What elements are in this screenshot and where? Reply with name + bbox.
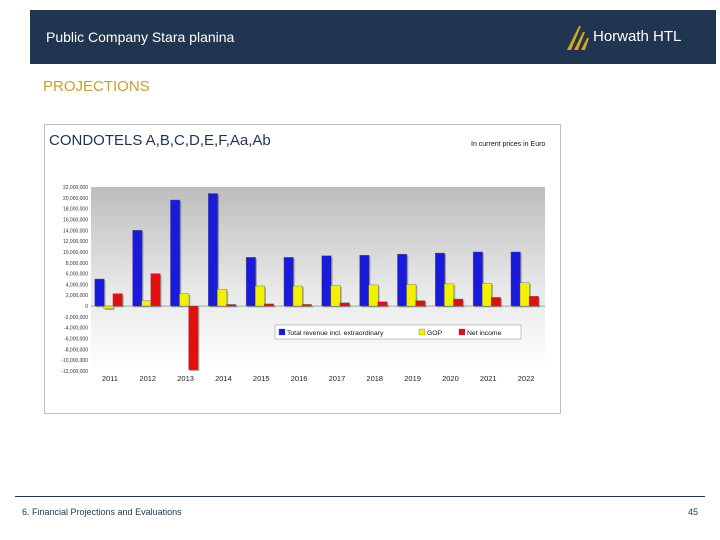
page-number: 45 <box>687 507 698 517</box>
y-tick-label: 6,000,000 <box>66 272 88 278</box>
bar <box>377 301 388 307</box>
bar <box>264 303 274 307</box>
bar <box>188 305 199 371</box>
bar <box>217 289 228 307</box>
x-tick-label: 2013 <box>177 374 194 383</box>
y-tick-label: -6,000,000 <box>64 337 88 343</box>
y-tick-label: -8,000,000 <box>64 347 88 353</box>
bar <box>472 251 483 307</box>
y-tick-label: 12,000,000 <box>63 239 88 245</box>
bar <box>453 298 464 307</box>
chart-subtitle: In current prices in Euro <box>471 141 545 148</box>
logo-mark-icon <box>567 26 589 50</box>
bar <box>330 285 341 307</box>
x-tick-label: 2021 <box>480 374 497 383</box>
legend-swatch <box>278 328 286 336</box>
x-tick-label: 2016 <box>291 374 308 383</box>
bar <box>132 230 143 307</box>
bar <box>528 296 539 307</box>
legend-label: GOP <box>427 330 443 337</box>
bar <box>254 285 265 307</box>
y-tick-label: 14,000,000 <box>63 228 88 234</box>
y-tick-label: -10,000,000 <box>61 358 88 364</box>
bar <box>368 284 379 307</box>
bar <box>292 285 303 307</box>
bar <box>141 300 152 307</box>
bar <box>150 273 161 307</box>
legend <box>274 324 522 340</box>
bar <box>321 255 332 307</box>
bar <box>359 254 370 307</box>
chart-title: CONDOTELS A,B,C,D,E,F,Aa,Ab <box>49 132 271 149</box>
bar <box>112 293 123 307</box>
bar <box>103 305 114 309</box>
bar <box>397 253 408 307</box>
legend-label: Total revenue incl. extraordinary <box>287 330 384 337</box>
horwath-logo: Horwath HTL <box>565 22 705 52</box>
bar <box>435 252 445 307</box>
bar <box>226 304 237 307</box>
plot-area <box>91 187 545 371</box>
bar <box>170 199 181 307</box>
bar <box>406 284 417 307</box>
footer-text: 6. Financial Projections and Evaluations <box>22 507 182 517</box>
x-tick-label: 2015 <box>253 374 270 383</box>
bar <box>339 302 350 307</box>
y-tick-label: 16,000,000 <box>63 217 88 223</box>
bar <box>283 257 294 307</box>
y-tick-label: 20,000,000 <box>63 196 88 202</box>
bar <box>179 293 190 307</box>
x-tick-label: 2014 <box>215 374 232 383</box>
x-tick-label: 2020 <box>442 374 459 383</box>
bar <box>491 297 501 307</box>
bar <box>519 282 530 307</box>
y-tick-label: -4,000,000 <box>64 326 88 332</box>
x-tick-label: 2017 <box>329 374 346 383</box>
y-tick-label: 2,000,000 <box>66 293 88 299</box>
bar <box>245 257 256 307</box>
x-tick-label: 2019 <box>404 374 421 383</box>
y-tick-label: -12,000,000 <box>61 369 88 375</box>
x-tick-label: 2022 <box>518 374 535 383</box>
x-tick-label: 2018 <box>366 374 383 383</box>
footer-divider <box>15 496 705 497</box>
bar <box>208 193 218 307</box>
y-tick-label: 10,000,000 <box>63 250 88 256</box>
chart: CONDOTELS A,B,C,D,E,F,Aa,Ab In current pr… <box>49 132 545 383</box>
legend-swatch <box>418 328 426 336</box>
header-bar: Public Company Stara planina Horwath HTL <box>30 10 716 64</box>
y-tick-label: 0 <box>85 304 88 310</box>
bar <box>444 283 455 307</box>
bar <box>415 300 426 307</box>
bar <box>94 278 105 307</box>
company-name: Public Company Stara planina <box>46 29 235 45</box>
y-tick-label: 22,000,000 <box>63 185 88 191</box>
bar <box>301 304 312 307</box>
section-title: PROJECTIONS <box>43 78 150 95</box>
legend-swatch <box>458 328 466 336</box>
y-tick-label: 18,000,000 <box>63 207 88 213</box>
y-tick-label: -2,000,000 <box>64 315 88 321</box>
chart-frame: CONDOTELS A,B,C,D,E,F,Aa,Ab In current pr… <box>44 124 561 414</box>
x-tick-label: 2011 <box>102 374 118 383</box>
y-tick-label: 8,000,000 <box>66 261 88 267</box>
x-tick-label: 2012 <box>139 374 156 383</box>
bar <box>481 283 492 307</box>
legend-label: Net income <box>467 330 502 337</box>
logo-text: Horwath HTL <box>593 28 682 45</box>
y-tick-label: 4,000,000 <box>66 282 88 288</box>
bar <box>510 251 521 307</box>
